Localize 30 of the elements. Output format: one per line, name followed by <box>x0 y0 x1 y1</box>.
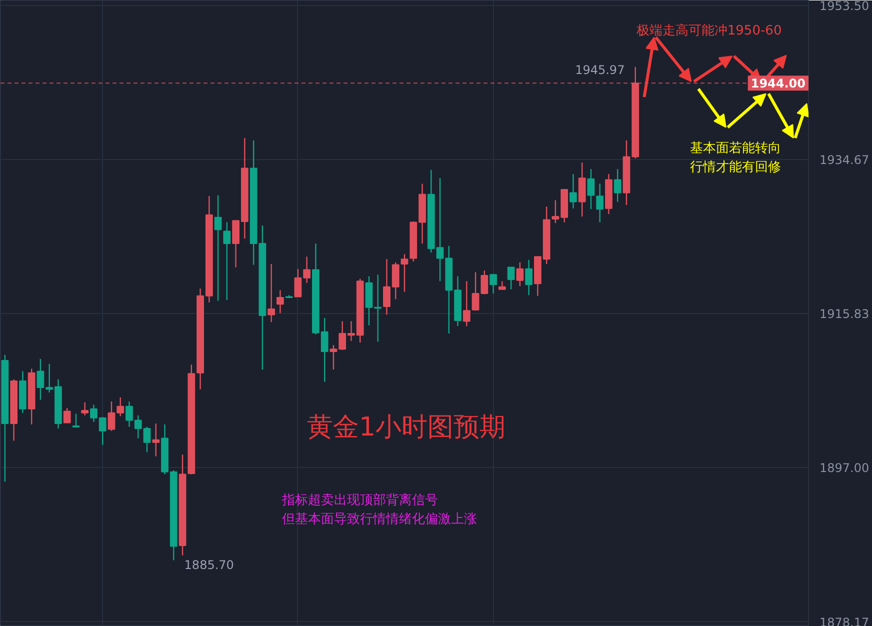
y-tick-label: 1915.83 <box>820 307 870 322</box>
y-tick-label: 1953.50 <box>820 0 870 13</box>
candlestick <box>578 162 586 218</box>
candlestick <box>223 222 231 301</box>
y-tick-label: 1897.00 <box>820 461 870 476</box>
candlestick <box>63 407 71 424</box>
candlestick <box>72 413 80 428</box>
annotation: 极端走高可能冲1950-60 <box>635 22 782 38</box>
y-tick-label: 1934.67 <box>820 152 870 167</box>
candlestick <box>596 183 604 223</box>
annotation: 基本面若能转向行情才能有回修 <box>690 141 782 175</box>
annotation: 1945.97 <box>575 62 625 77</box>
candlestick <box>152 422 160 457</box>
candlestick <box>400 254 408 292</box>
ref-line-label: 1944.00 <box>750 76 806 91</box>
candlestick <box>214 194 222 302</box>
candlestick <box>516 262 524 287</box>
annotation: 指标超卖出现顶部背离信号但基本面导致行情情绪化偏激上涨 <box>280 492 477 527</box>
annotation: 1885.70 <box>184 558 234 572</box>
candlestick <box>490 273 497 294</box>
text: 黄金1小时图预期 <box>307 412 506 443</box>
candlestick <box>462 280 470 327</box>
candlestick <box>570 173 577 209</box>
candlestick <box>276 290 284 314</box>
candlestick <box>587 168 595 210</box>
candlestick <box>81 402 89 416</box>
candlestick <box>268 263 276 323</box>
candlestick <box>614 168 622 202</box>
candlestick <box>507 266 515 290</box>
candlestick <box>525 259 533 296</box>
